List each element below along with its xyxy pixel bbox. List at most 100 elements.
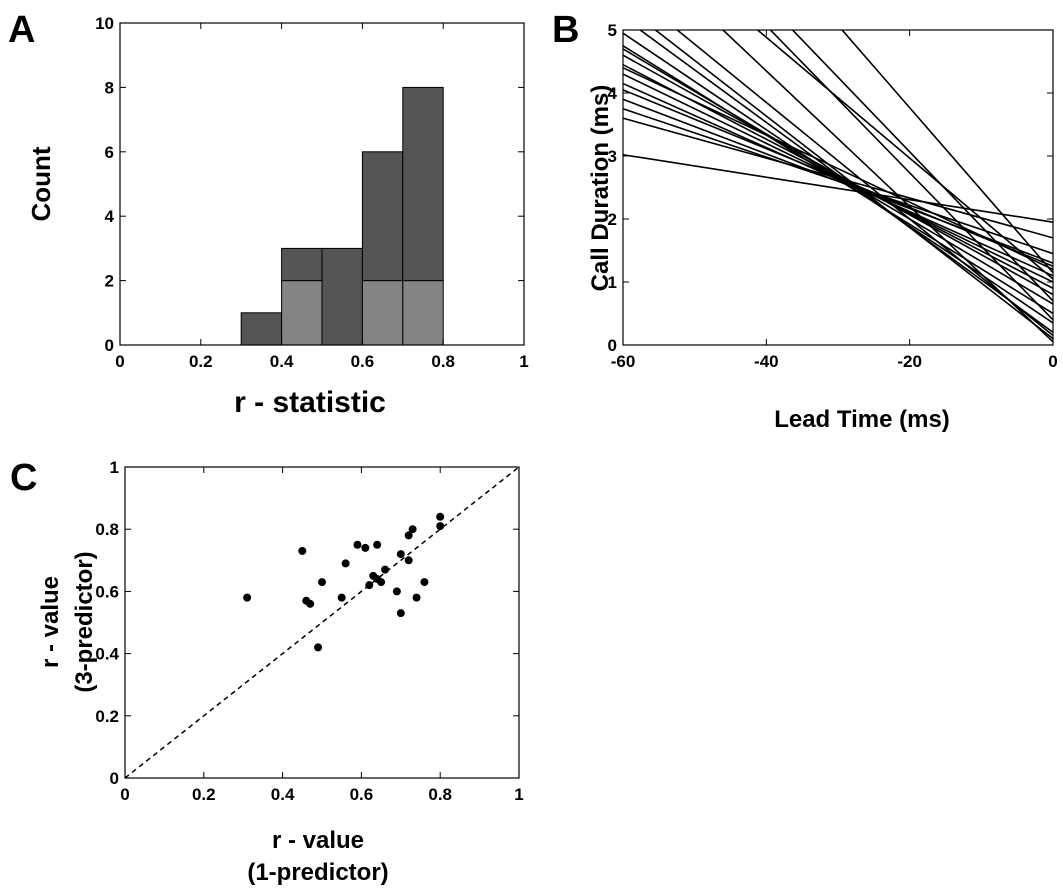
y-axis-label-c-line2: (3-predictor) — [71, 551, 98, 692]
y-tick-label: 8 — [105, 78, 114, 97]
scatter-panel-c: 0 0.2 0.4 0.6 0.8 1 00.20.40.60.81 r - value … — [37, 458, 524, 886]
y-tick-labels-a: 0 2 4 6 8 10 — [95, 14, 114, 355]
scatter-point — [341, 559, 350, 568]
scatter-point — [243, 593, 252, 602]
x-tick-labels-c: 0 0.2 0.4 0.6 0.8 1 — [120, 785, 523, 804]
identity-reference-line — [124, 466, 520, 779]
y-tick-label: 0.2 — [95, 707, 119, 726]
scatter-point — [396, 609, 405, 618]
tick-marks-b — [622, 29, 1054, 346]
regression-line — [675, 30, 1053, 337]
histogram-bar-segment — [281, 280, 323, 346]
x-tick-label: 0.2 — [192, 785, 216, 804]
scatter-point — [420, 578, 429, 587]
x-axis-label-a: r - statistic — [234, 386, 386, 419]
x-tick-label: 0.6 — [351, 352, 375, 371]
x-tick-label: 1 — [519, 352, 528, 371]
scatter-point — [365, 581, 374, 590]
x-tick-label: 0 — [115, 352, 124, 371]
x-tick-label: 1 — [514, 785, 523, 804]
scatter-point — [436, 512, 445, 521]
x-tick-label: 0.4 — [271, 785, 295, 804]
histogram-bar-segment — [361, 280, 404, 346]
x-tick-label: 0 — [120, 785, 129, 804]
scatter-point — [436, 522, 445, 531]
x-tick-label: 0 — [1048, 352, 1057, 371]
x-tick-label: 0.2 — [189, 352, 213, 371]
scatter-point — [404, 531, 413, 540]
scatter-point — [306, 599, 315, 608]
panel-label-a: A — [8, 9, 35, 51]
histogram-bar-segment — [361, 151, 404, 282]
histogram-bar-segment — [281, 247, 323, 282]
y-tick-label: 2 — [608, 210, 617, 229]
scatter-point — [412, 593, 421, 602]
y-tick-label: 2 — [105, 272, 114, 291]
x-tick-label: -20 — [897, 352, 922, 371]
regression-line — [756, 30, 1053, 280]
scatter-point — [377, 578, 386, 587]
scatter-point — [381, 565, 390, 574]
scatter-point — [353, 540, 362, 549]
x-tick-label: 0.8 — [431, 352, 455, 371]
scatter-point — [408, 525, 417, 534]
y-tick-label: 0.6 — [95, 582, 119, 601]
plot-frame-c — [124, 466, 520, 779]
histogram-bar-segment — [402, 280, 444, 346]
y-tick-label: 0 — [105, 336, 114, 355]
y-tick-label: 3 — [608, 147, 617, 166]
histogram-bar-segment — [240, 312, 283, 346]
y-tick-labels-c: 0 0.2 0.4 0.6 0.8 1 — [95, 458, 119, 788]
y-tick-label: 0.8 — [95, 520, 119, 539]
plot-frame-a — [119, 22, 525, 346]
x-tick-label: 0.6 — [350, 785, 374, 804]
regression-line — [721, 30, 1053, 343]
scatter-points — [243, 512, 445, 652]
regression-line — [769, 30, 1053, 321]
y-tick-label: 10 — [95, 14, 114, 33]
y-tick-label: 6 — [105, 143, 114, 162]
y-tick-label: 0.4 — [95, 645, 119, 664]
tick-marks-a — [119, 22, 525, 346]
scatter-point — [314, 643, 323, 652]
scatter-point — [396, 550, 405, 559]
scatter-point — [404, 556, 413, 565]
histogram-bar-segment — [402, 86, 444, 282]
x-tick-label: 0.8 — [428, 785, 452, 804]
y-tick-label: 4 — [608, 84, 618, 103]
panel-label-b: B — [552, 9, 579, 51]
tick-marks-c — [124, 466, 520, 779]
x-tick-label: -60 — [611, 352, 636, 371]
x-tick-labels-b: -60 -40 -20 0 — [611, 352, 1058, 371]
plot-frame-b — [622, 29, 1054, 346]
x-axis-label-c-line1: r - value — [272, 827, 364, 854]
regression-line — [841, 30, 1053, 274]
y-tick-label: 1 — [608, 273, 617, 292]
line-panel-b: -60 -40 -20 0 0 1 2 3 4 5 Lead Time (ms) Call Du… — [587, 21, 1058, 433]
x-axis-label-c-line2: (1-predictor) — [247, 859, 388, 886]
scatter-point — [318, 578, 326, 587]
y-axis-label-c-line1: r - value — [37, 576, 64, 668]
y-tick-labels-b: 0 1 2 3 4 5 — [608, 21, 618, 355]
regression-line — [623, 153, 1053, 223]
regression-line — [791, 30, 1053, 302]
regression-line — [623, 48, 1053, 305]
y-tick-label: 0 — [110, 769, 119, 788]
scatter-point — [298, 546, 307, 555]
x-tick-label: 0.4 — [270, 352, 294, 371]
scatter-point — [361, 543, 370, 552]
regression-line — [623, 45, 1053, 315]
y-tick-label: 1 — [110, 458, 119, 477]
y-tick-label: 0 — [608, 336, 617, 355]
panel-label-c: C — [10, 457, 37, 499]
regression-line — [654, 30, 1053, 340]
y-tick-label: 5 — [608, 21, 617, 40]
x-tick-label: -40 — [754, 352, 779, 371]
scatter-point — [337, 593, 346, 602]
regression-line — [638, 30, 1053, 334]
y-axis-label-a: Count — [26, 146, 56, 221]
histogram-bars — [240, 86, 444, 346]
x-axis-label-b: Lead Time (ms) — [774, 406, 950, 433]
histogram-panel-a: 0 0.2 0.4 0.6 0.8 1 0 2 4 6 8 10 r - statistic Cou… — [26, 14, 529, 419]
